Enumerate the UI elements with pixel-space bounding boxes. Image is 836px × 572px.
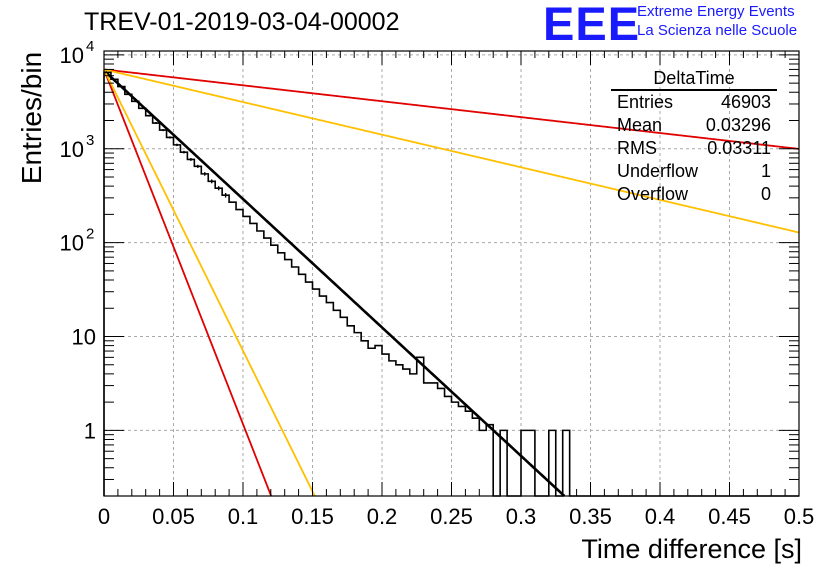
x-tick-label: 0.45	[708, 504, 751, 529]
stats-label: Overflow	[617, 184, 689, 204]
y-axis-label: Entries/bin	[16, 51, 47, 185]
y-tick-exponent: 2	[86, 226, 94, 243]
stats-label: Entries	[617, 92, 674, 112]
x-tick-label: 0.1	[228, 504, 259, 529]
x-tick-label: 0	[98, 504, 110, 529]
tick-labels: 0 0.05 0.1 0.15 0.2 0.25 0.3 0.35 0.4 0.45 0.51101…	[60, 38, 815, 529]
axis-ticks	[103, 51, 800, 497]
x-tick-label: 0.15	[291, 504, 334, 529]
y-tick-label: 10	[60, 231, 84, 256]
logo-line-2: La Scienza nelle Scuole	[637, 22, 798, 39]
stats-row-mean: Mean 0.03296	[611, 114, 777, 137]
stats-label: RMS	[617, 138, 657, 158]
stats-value: 0.03296	[705, 115, 771, 135]
y-tick-label: 1	[84, 418, 96, 443]
y-tick-exponent: 3	[86, 132, 94, 149]
stats-row-entries: Entries 46903	[611, 91, 777, 114]
x-tick-label: 0.5	[784, 504, 815, 529]
bound-curve-1	[103, 68, 800, 150]
stats-row-overflow: Overflow 0	[611, 183, 777, 206]
stats-value: 46903	[720, 92, 771, 112]
bound-curve-2	[103, 68, 800, 234]
x-axis-label: Time difference [s]	[581, 534, 802, 564]
logo-line-1: Extreme Energy Events	[637, 3, 795, 20]
bound-curve-3	[103, 69, 273, 497]
x-tick-label: 0.4	[645, 504, 676, 529]
chart-title: TREV-01-2019-03-04-00002	[84, 8, 400, 36]
eee-logo: EEE	[543, 0, 641, 50]
x-tick-label: 0.2	[367, 504, 398, 529]
stats-value: 0.03311	[707, 138, 771, 158]
x-tick-label: 0.25	[430, 504, 473, 529]
y-tick-label: 10	[60, 43, 84, 68]
stats-title: DeltaTime	[611, 67, 777, 91]
fit-curve	[103, 69, 566, 497]
y-tick-exponent: 4	[86, 38, 94, 55]
bound-curve-4	[103, 69, 316, 497]
x-tick-label: 0.35	[569, 504, 612, 529]
stats-row-underflow: Underflow 1	[611, 160, 777, 183]
stats-value: 1	[760, 161, 771, 181]
y-tick-label: 10	[72, 325, 96, 350]
stats-label: Mean	[617, 115, 663, 135]
stats-box: DeltaTime Entries 46903 Mean 0.03296 RMS…	[611, 67, 777, 206]
y-tick-label: 10	[60, 137, 84, 162]
x-tick-label: 0.3	[506, 504, 537, 529]
x-tick-label: 0.05	[152, 504, 195, 529]
grid-lines	[104, 51, 799, 496]
stats-row-rms: RMS 0.03311	[611, 137, 777, 160]
stats-value: 0	[760, 184, 771, 204]
stats-label: Underflow	[617, 161, 699, 181]
